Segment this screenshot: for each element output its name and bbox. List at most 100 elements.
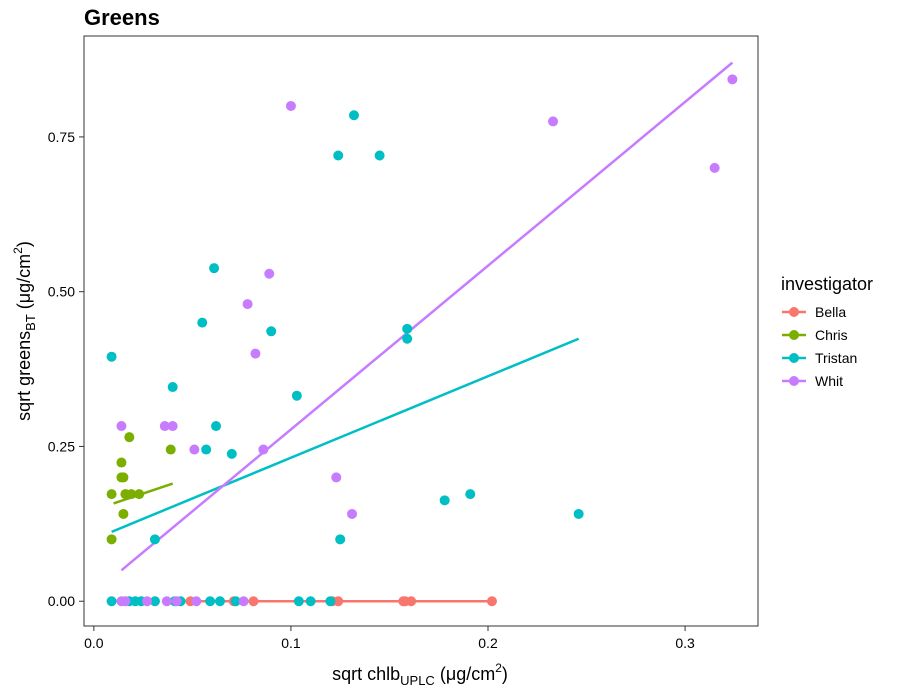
- data-point-whit: [727, 74, 738, 85]
- data-point-tristan: [348, 110, 359, 121]
- data-points: [106, 74, 738, 607]
- data-point-bella: [406, 596, 417, 607]
- data-point-tristan: [573, 508, 584, 519]
- data-point-tristan: [335, 534, 346, 545]
- x-tick-label: 0.3: [675, 635, 695, 651]
- data-point-chris: [134, 489, 145, 500]
- data-point-tristan: [333, 150, 344, 161]
- data-point-whit: [258, 444, 269, 455]
- x-tick-label: 0.2: [478, 635, 498, 651]
- data-point-tristan: [214, 596, 225, 607]
- data-point-chris: [124, 432, 135, 443]
- data-point-tristan: [402, 333, 413, 344]
- legend-label-whit: Whit: [815, 373, 843, 389]
- data-point-whit: [709, 162, 720, 173]
- data-point-bella: [486, 596, 497, 607]
- y-tick-label: 0.00: [48, 593, 75, 609]
- data-point-tristan: [465, 489, 476, 500]
- x-axis-label-subscript: UPLC: [400, 673, 435, 688]
- data-point-whit: [167, 421, 178, 432]
- data-point-tristan: [106, 351, 117, 362]
- data-point-tristan: [201, 444, 212, 455]
- data-point-whit: [548, 116, 559, 127]
- chart-title: Greens: [84, 5, 160, 30]
- data-point-chris: [106, 489, 117, 500]
- data-point-tristan: [211, 421, 222, 432]
- data-point-whit: [242, 299, 253, 310]
- data-point-tristan: [293, 596, 304, 607]
- y-axis-label-subscript: BT: [23, 314, 38, 331]
- y-axis-ticks: 0.00 0.25 0.50 0.75: [48, 129, 84, 609]
- data-point-whit: [189, 444, 200, 455]
- y-axis-label-superscript: 2: [11, 247, 25, 254]
- y-axis-label-unit: (μg/cm: [14, 254, 34, 314]
- data-point-whit: [159, 421, 170, 432]
- data-point-whit: [250, 348, 261, 359]
- fit-line-whit: [120, 61, 734, 572]
- data-point-whit: [120, 596, 131, 607]
- data-point-whit: [116, 421, 127, 432]
- data-point-chris: [165, 444, 176, 455]
- x-tick-label: 0.0: [84, 635, 104, 651]
- legend-key-dot-tristan: [789, 353, 799, 363]
- plot-area: [83, 35, 759, 627]
- data-point-tristan: [226, 448, 237, 459]
- fit-line-tristan: [111, 337, 580, 534]
- data-point-whit: [347, 508, 358, 519]
- data-point-tristan: [266, 326, 277, 337]
- data-point-tristan: [167, 382, 178, 393]
- data-point-tristan: [209, 263, 220, 274]
- legend-label-tristan: Tristan: [815, 350, 857, 366]
- y-tick-label: 0.25: [48, 438, 75, 454]
- y-tick-label: 0.75: [48, 129, 75, 145]
- data-point-tristan: [374, 150, 385, 161]
- legend-key-dot-chris: [789, 330, 799, 340]
- data-point-tristan: [197, 317, 208, 328]
- fit-lines: [111, 61, 734, 603]
- data-point-tristan: [149, 596, 160, 607]
- y-axis-label-prefix: sqrt greens: [14, 331, 34, 421]
- data-point-whit: [264, 268, 275, 279]
- legend-label-bella: Bella: [815, 304, 846, 320]
- legend-label-chris: Chris: [815, 327, 848, 343]
- legend-key-dot-whit: [789, 376, 799, 386]
- data-point-whit: [161, 596, 172, 607]
- data-point-whit: [285, 100, 296, 111]
- y-tick-label: 0.50: [48, 284, 75, 300]
- data-point-tristan: [205, 596, 216, 607]
- data-point-chris: [106, 534, 117, 545]
- data-point-whit: [191, 596, 202, 607]
- data-point-tristan: [230, 596, 241, 607]
- data-point-bella: [333, 596, 344, 607]
- legend: investigator Bella Chris Tristan Whit: [781, 274, 873, 389]
- legend-key-dot-bella: [789, 307, 799, 317]
- y-axis-label: sqrt greensBT (μg/cm2): [11, 241, 38, 421]
- x-axis-label-prefix: sqrt chlb: [332, 664, 400, 684]
- data-point-tristan: [106, 596, 117, 607]
- data-point-whit: [331, 472, 342, 483]
- data-point-whit: [142, 596, 153, 607]
- plot-border: [83, 35, 759, 627]
- data-point-chris: [126, 489, 137, 500]
- data-point-chris: [116, 457, 127, 468]
- data-point-tristan: [402, 323, 413, 334]
- x-axis-label: sqrt chlbUPLC (μg/cm2): [332, 661, 508, 688]
- data-point-bella: [248, 596, 259, 607]
- legend-items: Bella Chris Tristan Whit: [782, 304, 857, 389]
- data-point-tristan: [305, 596, 316, 607]
- x-axis-label-superscript: 2: [495, 661, 502, 675]
- data-point-whit: [171, 596, 182, 607]
- x-tick-label: 0.1: [281, 635, 301, 651]
- data-point-tristan: [325, 596, 336, 607]
- x-axis-ticks: 0.0 0.1 0.2 0.3: [84, 626, 695, 651]
- data-point-whit: [238, 596, 249, 607]
- x-axis-label-unit: (μg/cm: [435, 664, 495, 684]
- data-point-tristan: [439, 495, 450, 506]
- data-point-tristan: [149, 534, 160, 545]
- y-axis-label-close: ): [14, 241, 34, 247]
- legend-title: investigator: [781, 274, 873, 294]
- data-point-chris: [118, 472, 129, 483]
- x-axis-label-close: ): [502, 664, 508, 684]
- data-point-tristan: [291, 390, 302, 401]
